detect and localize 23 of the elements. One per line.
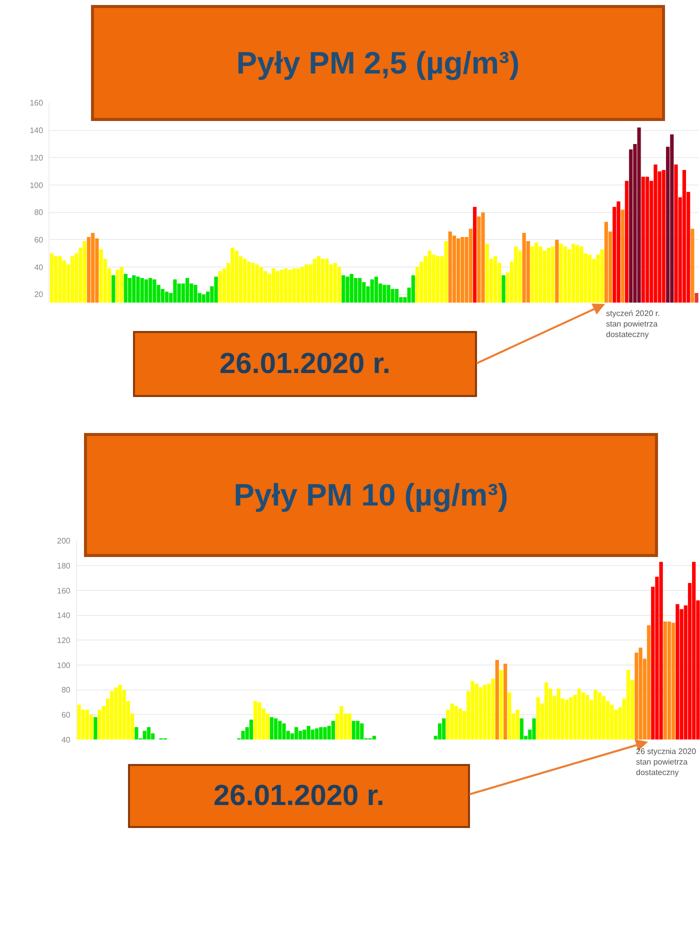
chart-title: Pyły PM 10 (µg/m³)	[234, 478, 508, 512]
y-tick-label: 40	[34, 262, 44, 272]
y-tick-label: 60	[61, 710, 71, 720]
text: 26 stycznia 2020 stan powietrza dostateczny	[636, 747, 697, 777]
y-tick-label: 200	[57, 536, 71, 546]
y-tick-label: 120	[30, 153, 44, 162]
y-tick-label: 100	[57, 660, 71, 670]
chart-title: Pyły PM 2,5 (µg/m³)	[236, 46, 520, 80]
y-tick-label: 80	[61, 686, 71, 695]
y-tick-label: 100	[30, 180, 44, 190]
text: 26.01.2020 r.	[220, 348, 390, 380]
y-tick-label: 140	[57, 611, 71, 620]
y-tick-label: 140	[30, 126, 44, 136]
y-tick-label: 160	[30, 98, 44, 108]
y-tick-label: 120	[57, 636, 71, 645]
y-tick-label: 80	[34, 208, 44, 218]
y-tick-label: 20	[34, 290, 44, 300]
text: styczeń 2020 r. stan powietrza dostateczny	[606, 309, 660, 339]
y-tick-label: 40	[61, 735, 71, 744]
y-tick-label: 160	[57, 586, 71, 596]
y-tick-label: 180	[57, 561, 71, 570]
y-tick-label: 60	[34, 236, 44, 244]
text: 26.01.2020 r.	[214, 780, 384, 812]
